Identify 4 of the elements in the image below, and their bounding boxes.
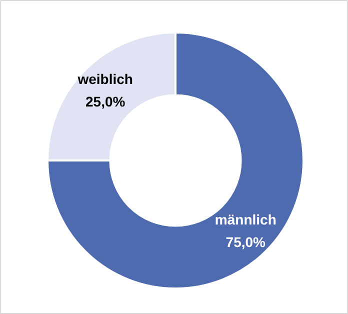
slice-label: männlich [214,211,276,228]
slice-label: weiblich [76,71,133,88]
data-label: 75,0% [226,234,266,250]
data-label: 25,0% [86,94,126,110]
